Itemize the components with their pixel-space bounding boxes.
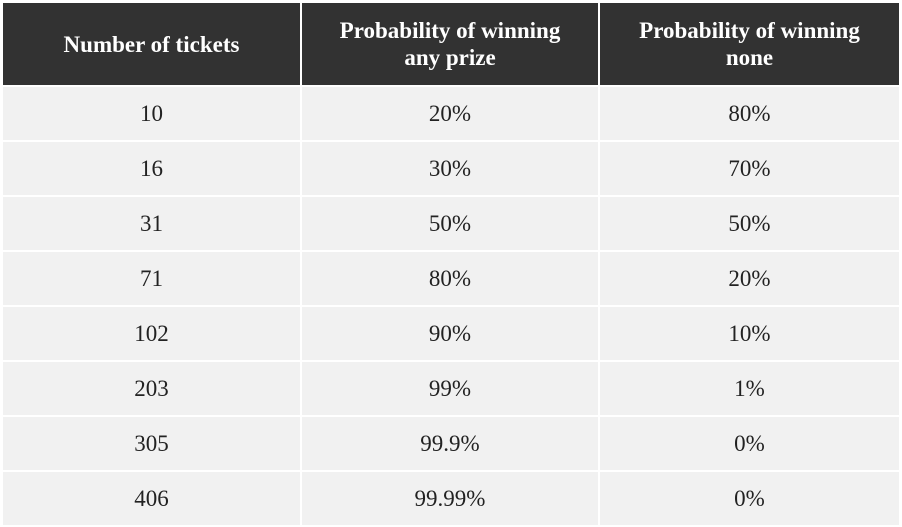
cell-tickets: 16 — [3, 142, 300, 195]
cell-tickets: 102 — [3, 307, 300, 360]
cell-probability-none: 80% — [600, 87, 899, 140]
cell-probability-any-prize: 99.99% — [302, 472, 598, 525]
cell-probability-any-prize: 99% — [302, 362, 598, 415]
table-row: 406 99.99% 0% — [3, 472, 899, 525]
table-row: 16 30% 70% — [3, 142, 899, 195]
header-probability-none: Probability of winning none — [600, 3, 899, 85]
cell-probability-any-prize: 99.9% — [302, 417, 598, 470]
cell-probability-any-prize: 20% — [302, 87, 598, 140]
header-probability-any-prize: Probability of winning any prize — [302, 3, 598, 85]
cell-tickets: 31 — [3, 197, 300, 250]
cell-probability-none: 70% — [600, 142, 899, 195]
cell-tickets: 71 — [3, 252, 300, 305]
probability-table: Number of tickets Probability of winning… — [3, 3, 899, 525]
cell-probability-none: 1% — [600, 362, 899, 415]
table-row: 203 99% 1% — [3, 362, 899, 415]
table-header-row: Number of tickets Probability of winning… — [3, 3, 899, 85]
cell-tickets: 305 — [3, 417, 300, 470]
table-row: 102 90% 10% — [3, 307, 899, 360]
cell-probability-any-prize: 50% — [302, 197, 598, 250]
cell-probability-none: 0% — [600, 472, 899, 525]
cell-probability-none: 50% — [600, 197, 899, 250]
cell-probability-any-prize: 90% — [302, 307, 598, 360]
cell-probability-none: 10% — [600, 307, 899, 360]
table-row: 71 80% 20% — [3, 252, 899, 305]
cell-probability-none: 0% — [600, 417, 899, 470]
cell-tickets: 406 — [3, 472, 300, 525]
table-row: 10 20% 80% — [3, 87, 899, 140]
cell-probability-any-prize: 80% — [302, 252, 598, 305]
cell-tickets: 203 — [3, 362, 300, 415]
table-row: 305 99.9% 0% — [3, 417, 899, 470]
table-body: 10 20% 80% 16 30% 70% 31 50% 50% 71 80% … — [3, 87, 899, 525]
cell-probability-any-prize: 30% — [302, 142, 598, 195]
cell-tickets: 10 — [3, 87, 300, 140]
header-number-of-tickets: Number of tickets — [3, 3, 300, 85]
cell-probability-none: 20% — [600, 252, 899, 305]
table-row: 31 50% 50% — [3, 197, 899, 250]
